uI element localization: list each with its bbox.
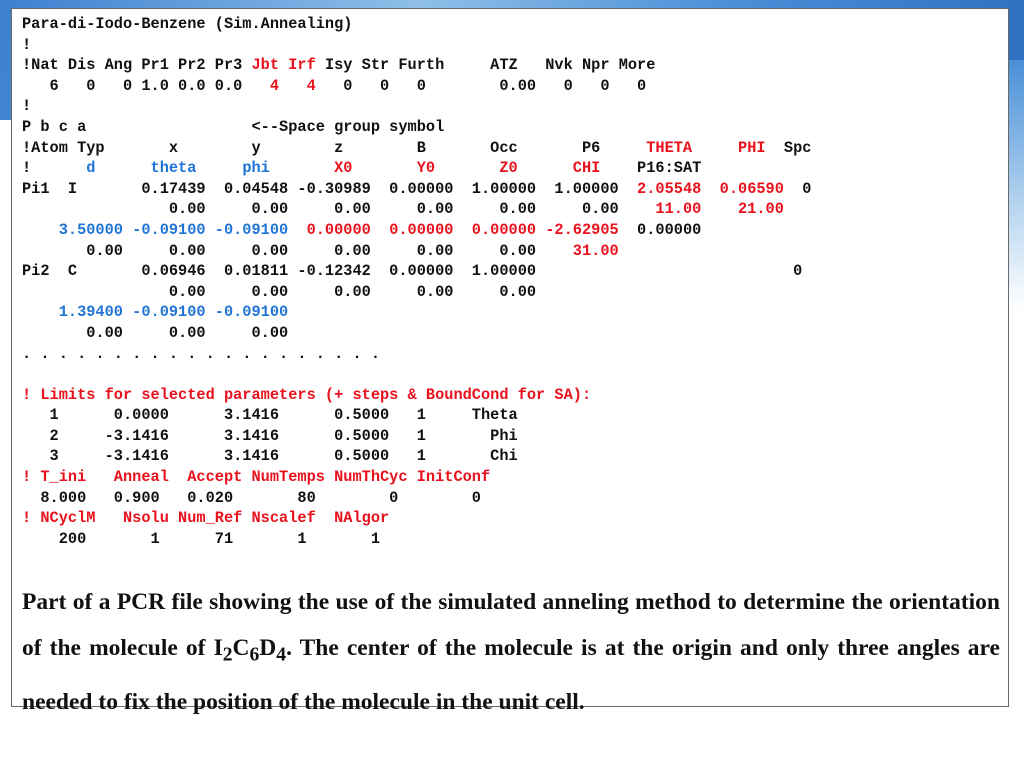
code-line: 8.000 0.900 0.020 80 0 0 [22, 488, 811, 509]
code-segment [22, 303, 59, 321]
code-segment: X0 Y0 Z0 CHI [334, 159, 601, 178]
code-line [22, 364, 811, 385]
code-segment: ! Limits for selected parameters (+ step… [22, 385, 592, 404]
code-segment: 3 -3.1416 3.1416 0.5000 1 Chi [22, 447, 518, 466]
code-line: 1 0.0000 3.1416 0.5000 1 Theta [22, 405, 811, 426]
code-line: 0.00 0.00 0.00 0.00 0.00 [22, 282, 811, 303]
code-line: 0.00 0.00 0.00 0.00 0.00 0.00 11.00 21.0… [22, 199, 811, 220]
code-segment: 4 4 [269, 76, 316, 95]
code-segment: 200 1 71 1 1 [22, 529, 381, 548]
code-segment: ! [22, 35, 32, 54]
code-segment [288, 221, 306, 239]
caption-text-3: D [259, 635, 277, 661]
code-segment [22, 221, 59, 239]
code-segment: ! T_ini Anneal Accept NumTemps NumThCyc … [22, 468, 491, 487]
code-segment: 1 0.0000 3.1416 0.5000 1 Theta [22, 406, 518, 425]
code-segment: PHI [738, 138, 766, 157]
code-line: ! [22, 35, 811, 56]
code-line: 1.39400 -0.09100 -0.09100 [22, 302, 811, 323]
code-segment: 3.50000 -0.09100 -0.09100 [58, 220, 289, 239]
code-segment: 1.39400 -0.09100 -0.09100 [58, 303, 289, 322]
code-line: ! NCyclM Nsolu Num_Ref Nscalef NAlgor [22, 508, 811, 529]
code-segment: 2.05548 0.06590 [637, 179, 784, 198]
code-segment: P16:SAT [600, 159, 702, 178]
code-segment: ! [22, 159, 87, 178]
caption-text-4: . The center of the molecule is at the o… [22, 635, 1000, 715]
code-segment: 0.00000 0.00000 0.00000 -2.62905 [306, 220, 619, 239]
caption-text-2: C [232, 635, 250, 661]
code-segment: ! [22, 97, 32, 116]
caption-subscript-deuterium: 4 [276, 644, 287, 666]
code-segment: 0 [783, 179, 812, 198]
pcr-file-listing: Para-di-Iodo-Benzene (Sim.Annealing)! !Na… [22, 14, 811, 549]
code-segment: Jbt Irf [251, 56, 316, 75]
code-line: Pi1 I 0.17439 0.04548 -0.30989 0.00000 1… [22, 179, 811, 200]
code-segment: 0.00 0.00 0.00 0.00 0.00 0.00 [22, 200, 656, 219]
code-segment: ! NCyclM Nsolu Num_Ref Nscalef NAlgor [22, 509, 390, 528]
figure-caption: Part of a PCR file showing the use of th… [22, 579, 1000, 725]
code-line: ! d theta phi X0 Y0 Z0 CHI P16:SAT [22, 158, 811, 179]
code-line: ! T_ini Anneal Accept NumTemps NumThCyc … [22, 467, 811, 488]
code-segment: 0.00 0.00 0.00 0.00 0.00 [22, 282, 537, 301]
caption-subscript-iodine: 2 [222, 644, 233, 666]
code-line: P b c a <--Space group symbol [22, 117, 811, 138]
content-panel: Para-di-Iodo-Benzene (Sim.Annealing)! !Na… [11, 8, 1009, 715]
code-segment: 0.00 0.00 0.00 0.00 0.00 0.00 [22, 241, 573, 260]
code-line: 2 -3.1416 3.1416 0.5000 1 Phi [22, 426, 811, 447]
code-segment: 8.000 0.900 0.020 80 0 0 [22, 488, 481, 507]
code-line: 200 1 71 1 1 [22, 529, 811, 550]
code-segment: THETA [646, 138, 693, 157]
code-line: . . . . . . . . . . . . . . . . . . . . [22, 344, 811, 365]
code-segment: !Nat Dis Ang Pr1 Pr2 Pr3 [22, 56, 252, 75]
code-line: Pi2 C 0.06946 0.01811 -0.12342 0.00000 1… [22, 261, 811, 282]
code-segment: Isy Str Furth ATZ Nvk Npr More [315, 56, 656, 75]
code-segment: Pi1 I 0.17439 0.04548 -0.30989 0.00000 1… [22, 179, 638, 198]
code-segment: . . . . . . . . . . . . . . . . . . . . [22, 344, 381, 363]
caption-text-1: Part of a PCR file showing the use of th… [22, 589, 1000, 661]
code-segment: Spc [765, 138, 812, 157]
code-segment: Pi2 C 0.06946 0.01811 -0.12342 0.00000 1… [22, 262, 803, 281]
code-line: 0.00 0.00 0.00 0.00 0.00 0.00 31.00 [22, 241, 811, 262]
code-segment: 31.00 [572, 241, 619, 260]
code-segment: 0.00000 [618, 220, 702, 239]
code-segment: 6 0 0 1.0 0.0 0.0 [22, 76, 270, 95]
code-line: 3 -3.1416 3.1416 0.5000 1 Chi [22, 446, 811, 467]
code-segment [270, 159, 334, 177]
code-segment: 11.00 21.00 [655, 200, 784, 219]
code-line: 0.00 0.00 0.00 [22, 323, 811, 344]
code-segment: 0 0 0 0.00 0 0 0 [315, 76, 647, 95]
code-segment: Para-di-Iodo-Benzene (Sim.Annealing) [22, 15, 353, 33]
caption-subscript-carbon: 6 [249, 644, 260, 666]
code-line: !Atom Typ x y z B Occ P6 THETA PHI Spc [22, 138, 811, 159]
code-segment: !Atom Typ x y z B Occ P6 [22, 138, 647, 157]
code-segment: 2 -3.1416 3.1416 0.5000 1 Phi [22, 426, 518, 445]
code-line: 6 0 0 1.0 0.0 0.0 4 4 0 0 0 0.00 0 0 0 [22, 76, 811, 97]
code-line: ! [22, 96, 811, 117]
code-segment: d theta phi [86, 159, 270, 178]
code-line: 3.50000 -0.09100 -0.09100 0.00000 0.0000… [22, 220, 811, 241]
code-line: !Nat Dis Ang Pr1 Pr2 Pr3 Jbt Irf Isy Str… [22, 55, 811, 76]
code-line: ! Limits for selected parameters (+ step… [22, 385, 811, 406]
code-segment: P b c a <--Space group symbol [22, 117, 445, 136]
code-segment: 0.00 0.00 0.00 [22, 323, 289, 342]
code-line: Para-di-Iodo-Benzene (Sim.Annealing) [22, 14, 811, 35]
code-segment [692, 139, 738, 157]
